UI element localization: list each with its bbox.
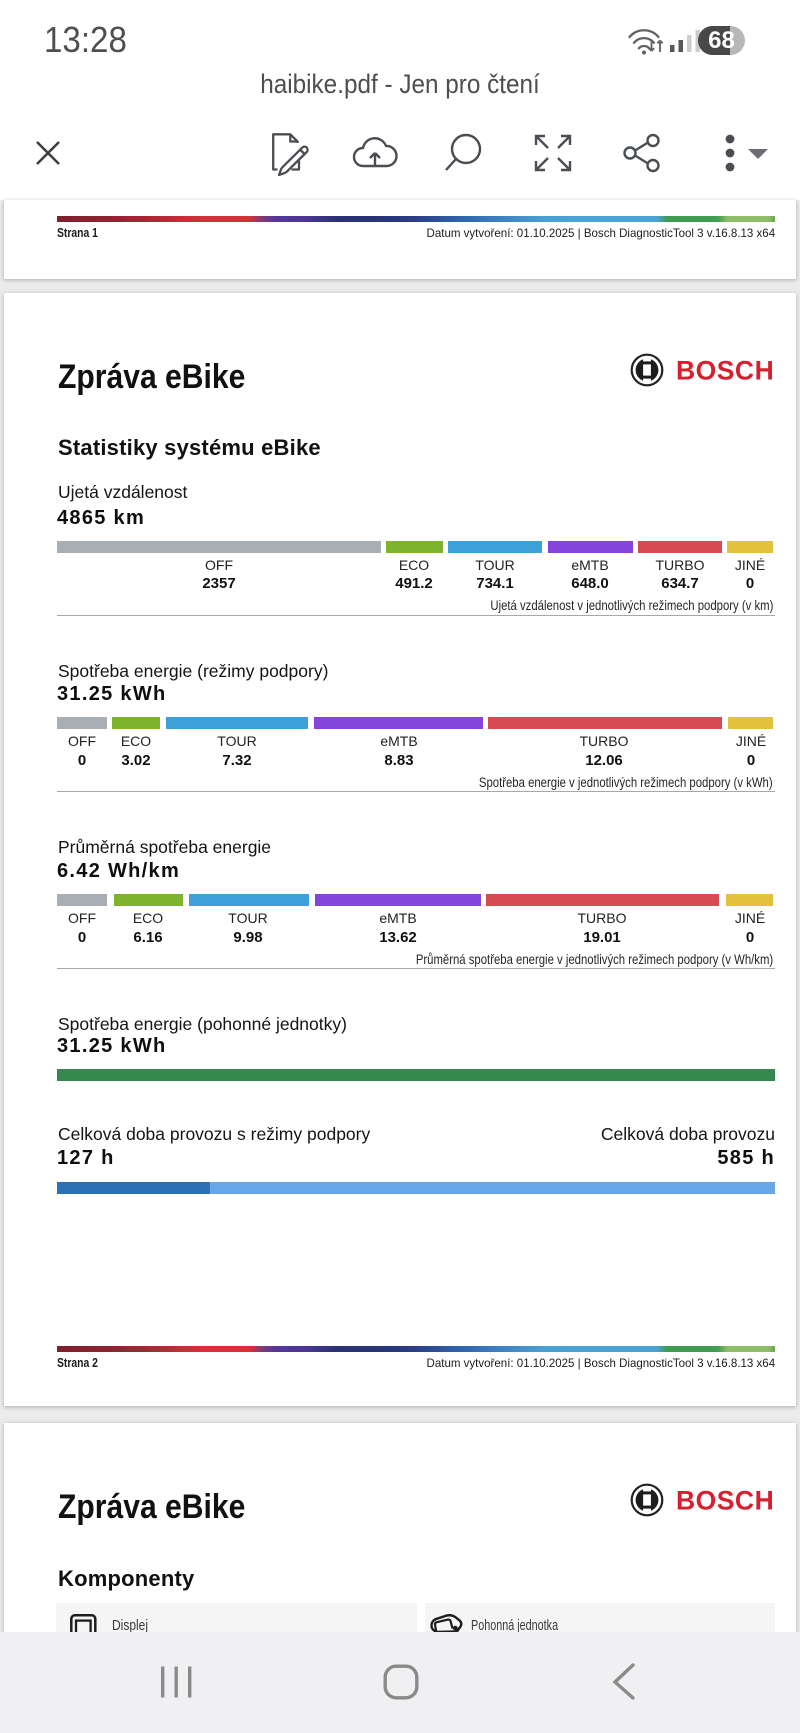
svg-text:BOSCH: BOSCH xyxy=(676,356,774,386)
svg-text:BOSCH: BOSCH xyxy=(676,1486,774,1516)
